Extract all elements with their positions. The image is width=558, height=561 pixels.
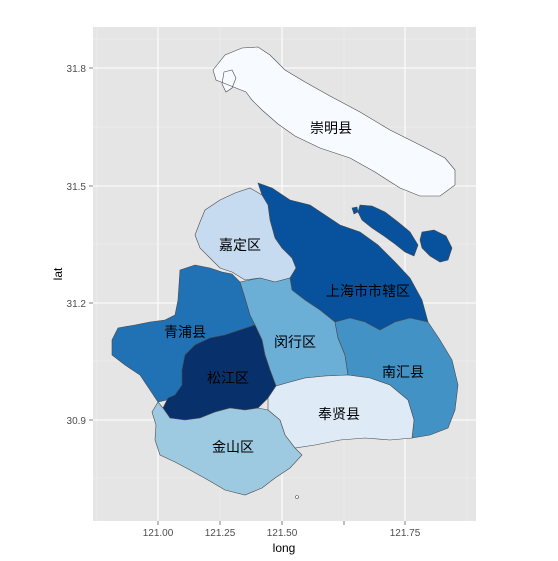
x-axis: 121.00 121.25 121.50 121.75 long: [143, 521, 421, 555]
label-songjiang: 松江区: [207, 371, 249, 387]
y-tick-label: 31.8: [67, 64, 87, 75]
y-tick-label: 30.9: [67, 416, 87, 427]
y-axis: 31.8 31.5 31.2 30.9 lat: [51, 64, 93, 427]
x-tick-label: 121.00: [143, 528, 174, 539]
x-tick-label: 121.75: [390, 528, 421, 539]
region-labels: 崇明县 嘉定区 上海市市辖区 青浦县 闵行区 南汇县 松江区 奉贤县 金山区: [164, 121, 424, 456]
map-regions: [111, 46, 459, 496]
x-tick-label: 121.25: [205, 528, 236, 539]
label-jinshan: 金山区: [212, 440, 254, 456]
label-qingpu: 青浦县: [164, 325, 206, 341]
x-tick-label: 121.50: [267, 528, 298, 539]
label-jiading: 嘉定区: [219, 238, 261, 254]
islet-dot: [295, 495, 299, 499]
label-nanhui: 南汇县: [382, 365, 424, 381]
region-chongming[interactable]: [212, 46, 456, 197]
label-minhang: 闵行区: [274, 335, 316, 351]
islet: [351, 206, 359, 215]
y-tick-label: 31.2: [67, 299, 87, 310]
y-axis-title: lat: [51, 267, 65, 280]
island-changxing: [357, 204, 419, 257]
island-hengsha: [419, 229, 453, 263]
y-tick-label: 31.5: [67, 182, 87, 193]
region-jiading[interactable]: [194, 187, 297, 283]
label-shixiaqu: 上海市市辖区: [326, 283, 410, 300]
label-fengxian: 奉贤县: [318, 407, 360, 423]
label-chongming: 崇明县: [310, 121, 352, 137]
region-jinshan[interactable]: [151, 401, 303, 496]
x-axis-title: long: [273, 541, 296, 555]
